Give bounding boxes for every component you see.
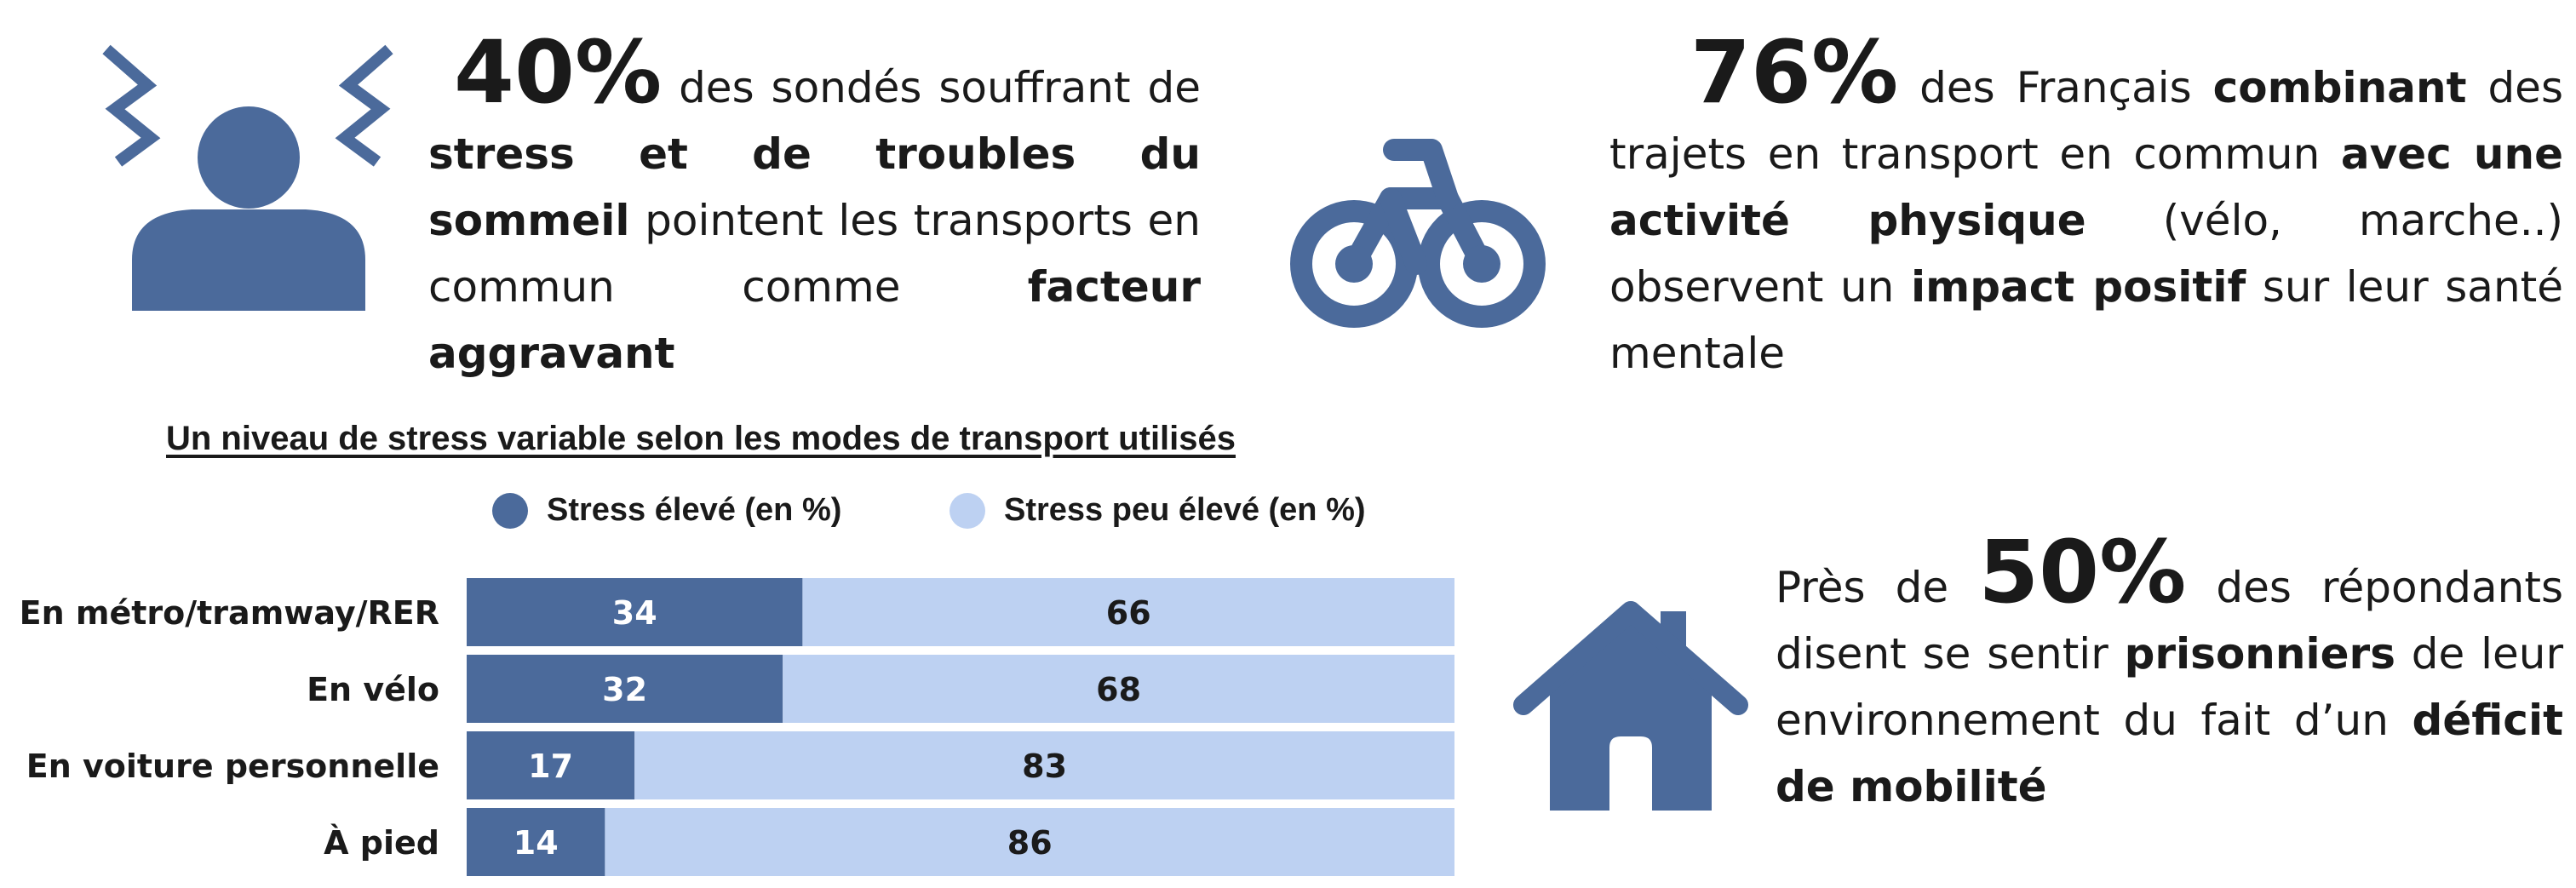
stat-house-text: Près de 50% des répondants disent se sen… — [1776, 522, 2564, 812]
bar-low-stress — [634, 731, 1454, 799]
bar-low-stress — [605, 808, 1454, 876]
stat-bike-percent: 76% — [1690, 22, 1899, 123]
stress-bar-chart: En métro/tramway/RER 34 66 En vélo 32 68 En vo… — [20, 578, 1454, 876]
bar-low-stress — [783, 655, 1454, 723]
bar-value-label: 32 — [602, 671, 647, 708]
stat-house-percent: 50% — [1978, 522, 2187, 623]
legend-dot-dark — [492, 492, 528, 529]
stat-stress-text: 40% des sondés souffrant de stress et de… — [428, 22, 1201, 379]
stat-bike-text: 76% des Français combinant des trajets e… — [1609, 22, 2564, 379]
legend-low-stress: Stress peu élevé (en %) — [950, 492, 1366, 529]
legend-high-stress: Stress élevé (en %) — [492, 492, 841, 529]
category-label: En vélo — [307, 671, 439, 708]
bar-value-label: 34 — [612, 594, 657, 632]
bar-value-label: 68 — [1096, 671, 1141, 708]
bar-high-stress — [467, 808, 605, 876]
bar-high-stress — [467, 731, 635, 799]
stressed-person-icon — [102, 44, 393, 311]
chart-title: Un niveau de stress variable selon les m… — [166, 420, 1236, 457]
house-icon — [1513, 601, 1748, 811]
stat-stress-percent: 40% — [454, 22, 663, 123]
bicycle-icon — [1290, 139, 1546, 328]
legend-dot-light — [950, 492, 985, 529]
bar-value-label: 83 — [1022, 748, 1067, 785]
legend-label-low: Stress peu élevé (en %) — [1004, 492, 1366, 528]
bar-value-label: 86 — [1007, 824, 1053, 862]
bar-high-stress — [467, 578, 803, 646]
bar-value-label: 14 — [513, 824, 559, 862]
bar-value-label: 17 — [528, 748, 573, 785]
legend-label-high: Stress élevé (en %) — [547, 492, 842, 528]
bar-value-label: 66 — [1106, 594, 1151, 632]
category-label: À pied — [324, 824, 439, 862]
bar-high-stress — [467, 655, 783, 723]
category-label: En voiture personnelle — [26, 748, 439, 785]
category-label: En métro/tramway/RER — [20, 594, 439, 632]
bar-low-stress — [802, 578, 1454, 646]
